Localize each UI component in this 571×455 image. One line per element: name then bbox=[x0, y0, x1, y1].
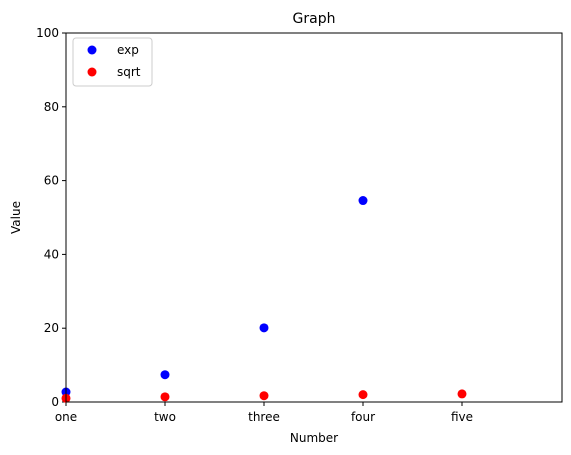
point-exp-two bbox=[160, 370, 170, 380]
x-tick-label-five: five bbox=[451, 410, 473, 424]
x-tick-label-two: two bbox=[154, 410, 176, 424]
point-sqrt-three bbox=[259, 391, 269, 401]
legend-marker-sqrt bbox=[87, 67, 97, 77]
y-tick-label-80: 80 bbox=[44, 100, 59, 114]
x-tick-label-three: three bbox=[248, 410, 280, 424]
point-sqrt-five bbox=[457, 389, 467, 399]
y-tick-label-0: 0 bbox=[51, 395, 59, 409]
y-tick-label-20: 20 bbox=[44, 321, 59, 335]
legend-label-exp: exp bbox=[117, 43, 139, 57]
legend-marker-exp bbox=[87, 45, 97, 55]
point-sqrt-two bbox=[160, 392, 170, 402]
y-tick-label-60: 60 bbox=[44, 174, 59, 188]
legend: exp sqrt bbox=[72, 37, 153, 87]
y-tick-label-40: 40 bbox=[44, 247, 59, 261]
data-points bbox=[61, 196, 467, 403]
point-exp-four bbox=[358, 196, 368, 206]
y-tick-label-100: 100 bbox=[36, 26, 59, 40]
y-axis-title: Value bbox=[9, 201, 23, 234]
x-axis-title: Number bbox=[290, 431, 338, 445]
point-sqrt-four bbox=[358, 390, 368, 400]
plot-frame bbox=[65, 32, 563, 403]
point-exp-three bbox=[259, 323, 269, 333]
legend-label-sqrt: sqrt bbox=[117, 65, 141, 79]
x-tick-label-four: four bbox=[351, 410, 375, 424]
x-tick-label-one: one bbox=[55, 410, 77, 424]
chart-title: Graph bbox=[293, 11, 336, 27]
y-axis-ticks: 0 20 40 60 80 100 bbox=[36, 26, 66, 409]
x-axis-ticks: one two three four five bbox=[55, 402, 473, 424]
